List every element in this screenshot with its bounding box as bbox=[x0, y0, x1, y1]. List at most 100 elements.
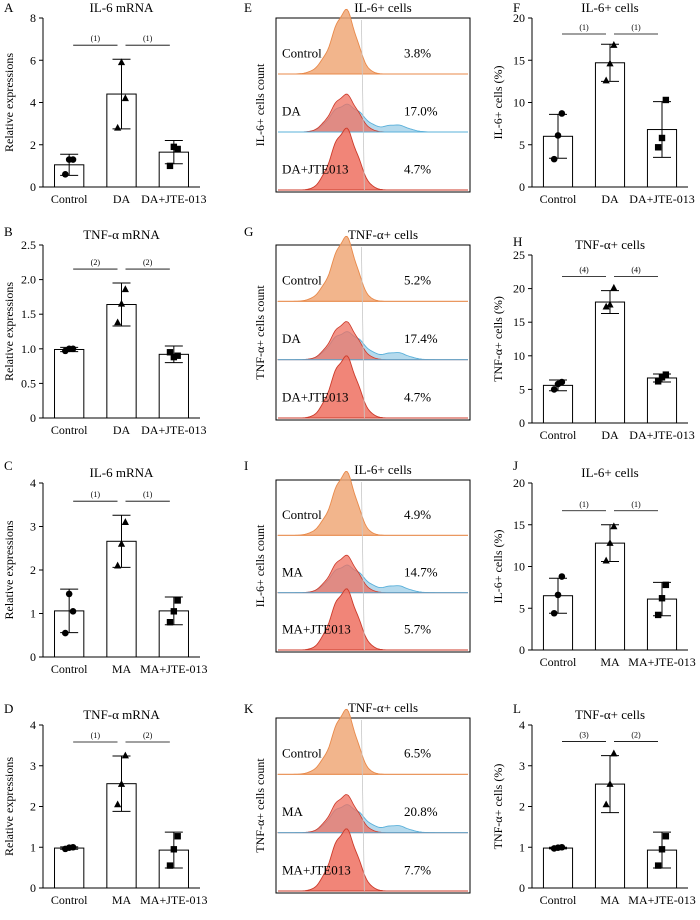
y-tick-label: 0 bbox=[519, 881, 525, 895]
x-tick-label: DA bbox=[601, 192, 619, 206]
y-tick-label: 20 bbox=[513, 476, 525, 490]
significance-label: (4) bbox=[579, 266, 589, 275]
significance-label: (2) bbox=[631, 731, 641, 740]
y-axis-label: TNF-α+ cells (%) bbox=[491, 296, 505, 382]
gate-line bbox=[360, 481, 365, 651]
x-tick-label: MA bbox=[600, 655, 620, 669]
y-tick-label: 20 bbox=[513, 282, 525, 296]
data-point bbox=[117, 299, 126, 307]
data-point bbox=[69, 156, 77, 163]
x-tick-label: DA bbox=[113, 423, 131, 437]
data-point bbox=[654, 862, 662, 869]
y-tick-label: 0 bbox=[30, 411, 36, 425]
data-point bbox=[170, 143, 178, 151]
data-point bbox=[114, 318, 122, 326]
chart-title: IL-6 mRNA bbox=[90, 0, 155, 15]
significance-label: (4) bbox=[631, 266, 641, 275]
data-point bbox=[662, 96, 670, 104]
bar-chart-j: J IL-6+ cells IL-6+ cells (%) 0 5 10 15 20 Contr… bbox=[491, 458, 696, 669]
data-point bbox=[550, 609, 558, 617]
x-tick-label: Control bbox=[540, 192, 577, 206]
bar bbox=[646, 377, 678, 424]
y-tick-label: 0 bbox=[30, 650, 36, 664]
x-tick-label: MA+JTE-013 bbox=[628, 655, 695, 669]
row-label: DA bbox=[282, 103, 301, 118]
data-point bbox=[117, 58, 126, 66]
y-tick-label: 1.5 bbox=[21, 307, 36, 321]
x-tick-label: Control bbox=[540, 655, 577, 669]
data-point bbox=[606, 300, 614, 308]
y-tick-label: 0 bbox=[519, 416, 525, 430]
gate-line bbox=[360, 246, 365, 419]
y-tick-label: 5 bbox=[519, 601, 525, 615]
data-point bbox=[550, 386, 558, 393]
significance-label: (1) bbox=[631, 500, 641, 509]
y-tick-label: 10 bbox=[513, 96, 525, 110]
panel-letter: L bbox=[513, 701, 521, 716]
significance-label: (1) bbox=[579, 500, 589, 509]
y-tick-label: 10 bbox=[513, 349, 525, 363]
chart-title: IL-6+ cells bbox=[581, 0, 639, 15]
row-percent: 5.2% bbox=[404, 273, 431, 288]
data-point bbox=[558, 110, 566, 117]
data-point bbox=[654, 378, 662, 385]
panel-letter: A bbox=[4, 0, 14, 15]
chart-title: IL-6+ cells bbox=[354, 0, 412, 15]
row-percent: 7.7% bbox=[404, 862, 431, 877]
data-point bbox=[69, 608, 77, 615]
data-point bbox=[174, 145, 181, 153]
histogram-curve bbox=[277, 564, 469, 594]
x-tick-label: DA bbox=[601, 428, 619, 442]
panel-letter: I bbox=[244, 458, 248, 473]
x-tick-label: MA bbox=[112, 662, 132, 676]
histogram-curve bbox=[278, 8, 468, 75]
y-tick-label: 1 bbox=[30, 607, 36, 621]
row-label: Control bbox=[282, 746, 322, 761]
y-tick-label: 15 bbox=[513, 315, 525, 329]
data-point bbox=[550, 155, 558, 163]
significance-label: (1) bbox=[91, 731, 101, 740]
row-label: MA bbox=[282, 804, 304, 819]
y-tick-label: 15 bbox=[513, 518, 525, 532]
data-point bbox=[121, 94, 129, 102]
x-tick-label: Control bbox=[51, 893, 88, 907]
data-point bbox=[662, 581, 670, 589]
x-tick-label: MA bbox=[112, 893, 132, 907]
data-point bbox=[69, 843, 77, 851]
data-point bbox=[558, 378, 566, 386]
x-tick-label: DA+JTE-013 bbox=[141, 192, 206, 206]
y-tick-label: 1 bbox=[519, 840, 525, 854]
y-tick-label: 6 bbox=[30, 53, 36, 67]
row-percent: 4.7% bbox=[404, 389, 431, 404]
y-axis-label: TNF-α+ cells count bbox=[253, 285, 267, 380]
data-point bbox=[610, 749, 618, 757]
data-point bbox=[65, 590, 73, 598]
y-tick-label: 5 bbox=[519, 138, 525, 152]
panel-letter: J bbox=[513, 458, 518, 473]
histogram-curve bbox=[278, 355, 468, 419]
y-tick-label: 4 bbox=[30, 476, 36, 490]
row-label: DA+JTE013 bbox=[282, 161, 349, 176]
x-tick-label: DA bbox=[113, 192, 131, 206]
histogram-panel-e: E IL-6+ cells IL-6+ cells count Control 3.8%… bbox=[244, 0, 471, 193]
significance-label: (1) bbox=[143, 34, 153, 43]
data-point bbox=[658, 134, 666, 142]
histogram-curve bbox=[278, 103, 468, 133]
data-point bbox=[554, 591, 562, 599]
data-point bbox=[166, 619, 174, 626]
y-tick-label: 3 bbox=[30, 759, 36, 773]
data-point bbox=[69, 345, 77, 353]
histogram-panel-g: G TNF-α+ cells TNF-α+ cells count Control 5.… bbox=[244, 224, 471, 421]
row-percent: 17.4% bbox=[404, 331, 438, 346]
y-axis-label: Relative expressions bbox=[2, 520, 16, 619]
y-axis-label: IL-6+ cells count bbox=[253, 63, 267, 146]
data-point bbox=[658, 846, 666, 853]
plot-frame bbox=[275, 479, 471, 653]
y-tick-label: 2 bbox=[30, 800, 36, 814]
x-tick-label: MA+JTE-013 bbox=[140, 662, 207, 676]
bar-chart-d: D TNF-α mRNA Relative expressions 0 1 2 3 4 Cont… bbox=[2, 701, 208, 907]
y-tick-label: 5 bbox=[519, 382, 525, 396]
chart-title: TNF-α+ cells bbox=[348, 227, 418, 242]
data-point bbox=[654, 144, 662, 151]
data-point bbox=[558, 843, 566, 851]
